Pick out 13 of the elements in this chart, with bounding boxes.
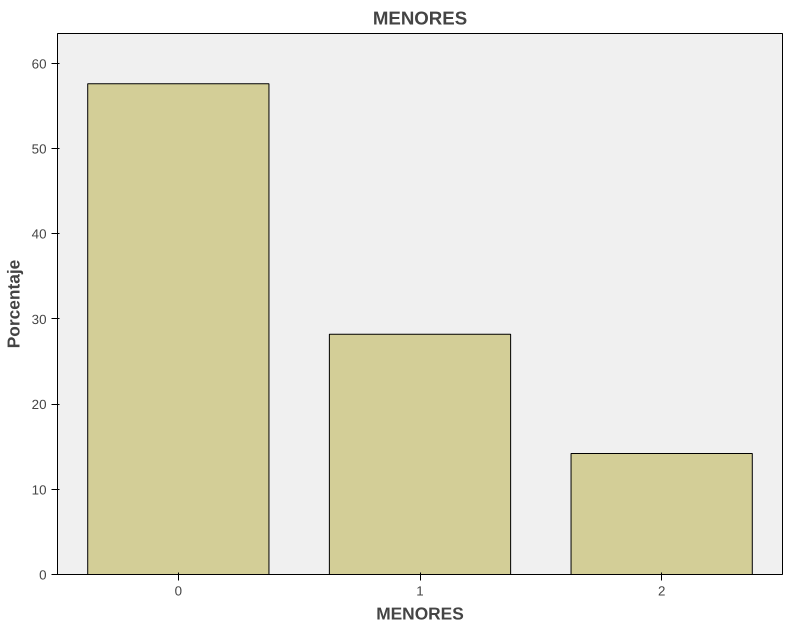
y-tick-label: 20 [32, 397, 47, 412]
y-tick-label: 50 [32, 142, 47, 157]
y-tick-label: 0 [39, 568, 47, 582]
chart-title: MENORES [372, 8, 468, 28]
x-axis-title: MENORES [376, 604, 464, 624]
x-tick-label: 0 [174, 584, 182, 598]
x-tick-label: 2 [658, 584, 666, 598]
y-tick-label: 30 [32, 312, 47, 327]
y-tick-label: 60 [32, 56, 47, 72]
y-tick-label: 10 [32, 482, 47, 498]
x-tick-label: 1 [416, 584, 424, 598]
y-axis-title: Porcentaje [4, 259, 24, 348]
y-tick-label: 40 [32, 226, 47, 242]
